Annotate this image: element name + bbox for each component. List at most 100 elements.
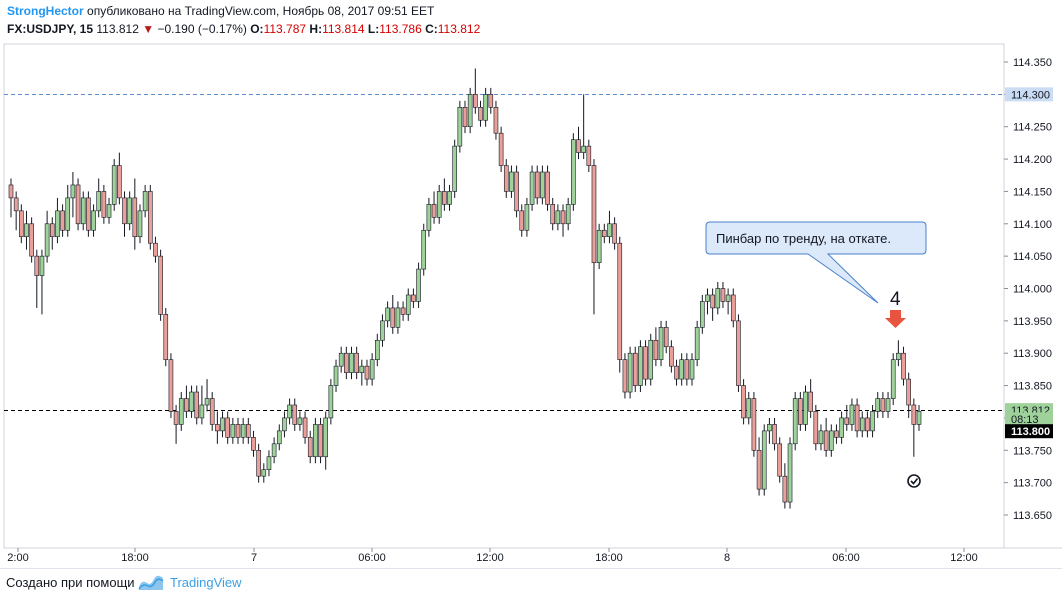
candle[interactable] xyxy=(885,392,891,418)
candle[interactable] xyxy=(117,152,122,205)
candle[interactable] xyxy=(189,385,194,418)
candle[interactable] xyxy=(607,210,612,244)
candle[interactable] xyxy=(271,437,277,464)
candle[interactable] xyxy=(91,204,96,237)
candle[interactable] xyxy=(854,398,860,438)
candle[interactable] xyxy=(715,282,721,315)
tradingview-logo-icon[interactable] xyxy=(138,573,164,591)
candle[interactable] xyxy=(514,165,519,218)
candle[interactable] xyxy=(849,398,855,431)
candle[interactable] xyxy=(808,379,813,418)
candle[interactable] xyxy=(147,184,153,250)
candle[interactable] xyxy=(8,178,14,218)
candle[interactable] xyxy=(246,417,251,444)
candle[interactable] xyxy=(890,353,896,405)
candle[interactable] xyxy=(34,249,40,308)
candle[interactable] xyxy=(627,346,633,399)
candle[interactable] xyxy=(390,294,396,334)
candle[interactable] xyxy=(792,392,798,451)
candle[interactable] xyxy=(560,204,566,237)
candle[interactable] xyxy=(457,100,463,153)
candle[interactable] xyxy=(870,404,875,438)
candle[interactable] xyxy=(302,411,308,444)
candle[interactable] xyxy=(70,172,76,218)
candle[interactable] xyxy=(163,307,169,367)
candle[interactable] xyxy=(839,411,844,444)
price-chart[interactable]: 114.350 114.300 114.250 114.200 114.150 114.1… xyxy=(0,0,1062,566)
candle[interactable] xyxy=(767,417,772,444)
candle[interactable] xyxy=(385,301,390,328)
candle[interactable] xyxy=(493,100,499,140)
candle[interactable] xyxy=(648,333,654,386)
candle[interactable] xyxy=(658,320,664,367)
candle[interactable] xyxy=(374,333,380,367)
candle[interactable] xyxy=(679,353,684,386)
candle[interactable] xyxy=(865,411,870,438)
candle[interactable] xyxy=(49,217,55,250)
candle[interactable] xyxy=(787,437,793,509)
callout-annotation[interactable]: Пинбар по тренду, на откате. xyxy=(705,221,927,304)
candle[interactable] xyxy=(591,159,597,315)
candle[interactable] xyxy=(184,385,189,418)
candle[interactable] xyxy=(225,411,230,444)
candle[interactable] xyxy=(761,424,767,496)
candle[interactable] xyxy=(782,463,788,509)
candle[interactable] xyxy=(741,379,746,425)
candle[interactable] xyxy=(751,392,757,457)
candle[interactable] xyxy=(359,359,365,386)
candle[interactable] xyxy=(586,139,592,173)
candle[interactable] xyxy=(540,165,545,205)
candle[interactable] xyxy=(503,159,509,198)
candle[interactable] xyxy=(596,223,602,270)
candle[interactable] xyxy=(282,411,287,438)
candle[interactable] xyxy=(571,133,576,211)
candle[interactable] xyxy=(601,223,607,244)
candle[interactable] xyxy=(344,346,349,380)
candle[interactable] xyxy=(313,417,318,464)
candle[interactable] xyxy=(565,197,571,231)
candle[interactable] xyxy=(529,165,535,211)
candle[interactable] xyxy=(416,262,421,308)
candle[interactable] xyxy=(689,353,695,386)
candle[interactable] xyxy=(173,404,179,444)
candle[interactable] xyxy=(318,417,323,464)
candle[interactable] xyxy=(132,178,138,250)
candle[interactable] xyxy=(880,392,886,418)
candle[interactable] xyxy=(823,417,829,457)
candle[interactable] xyxy=(307,430,313,464)
candle[interactable] xyxy=(261,463,267,483)
candle[interactable] xyxy=(323,411,329,470)
candle[interactable] xyxy=(297,411,303,431)
candle[interactable] xyxy=(509,165,514,198)
candle[interactable] xyxy=(710,288,715,321)
candle[interactable] xyxy=(643,340,648,386)
candle[interactable] xyxy=(287,398,292,425)
candle[interactable] xyxy=(834,424,839,444)
candle[interactable] xyxy=(380,314,385,347)
candle[interactable] xyxy=(333,359,339,393)
candle[interactable] xyxy=(694,320,700,367)
candle[interactable] xyxy=(431,191,437,224)
candle[interactable] xyxy=(86,191,91,237)
candle[interactable] xyxy=(178,392,184,431)
candle[interactable] xyxy=(19,204,24,244)
candle[interactable] xyxy=(436,184,442,224)
candle[interactable] xyxy=(55,197,60,244)
candle[interactable] xyxy=(354,346,359,380)
candle[interactable] xyxy=(467,87,473,134)
candle[interactable] xyxy=(220,411,225,438)
candle[interactable] xyxy=(80,191,86,231)
candle[interactable] xyxy=(473,68,478,114)
candle[interactable] xyxy=(612,217,617,250)
candle[interactable] xyxy=(369,353,375,386)
candle[interactable] xyxy=(204,379,210,412)
candle[interactable] xyxy=(452,139,457,198)
candle[interactable] xyxy=(736,314,741,393)
candle[interactable] xyxy=(235,417,241,444)
candle[interactable] xyxy=(844,404,850,431)
candle[interactable] xyxy=(632,346,638,393)
candle[interactable] xyxy=(240,417,246,444)
candle[interactable] xyxy=(276,424,282,451)
candle[interactable] xyxy=(859,411,865,438)
candle[interactable] xyxy=(772,417,777,451)
